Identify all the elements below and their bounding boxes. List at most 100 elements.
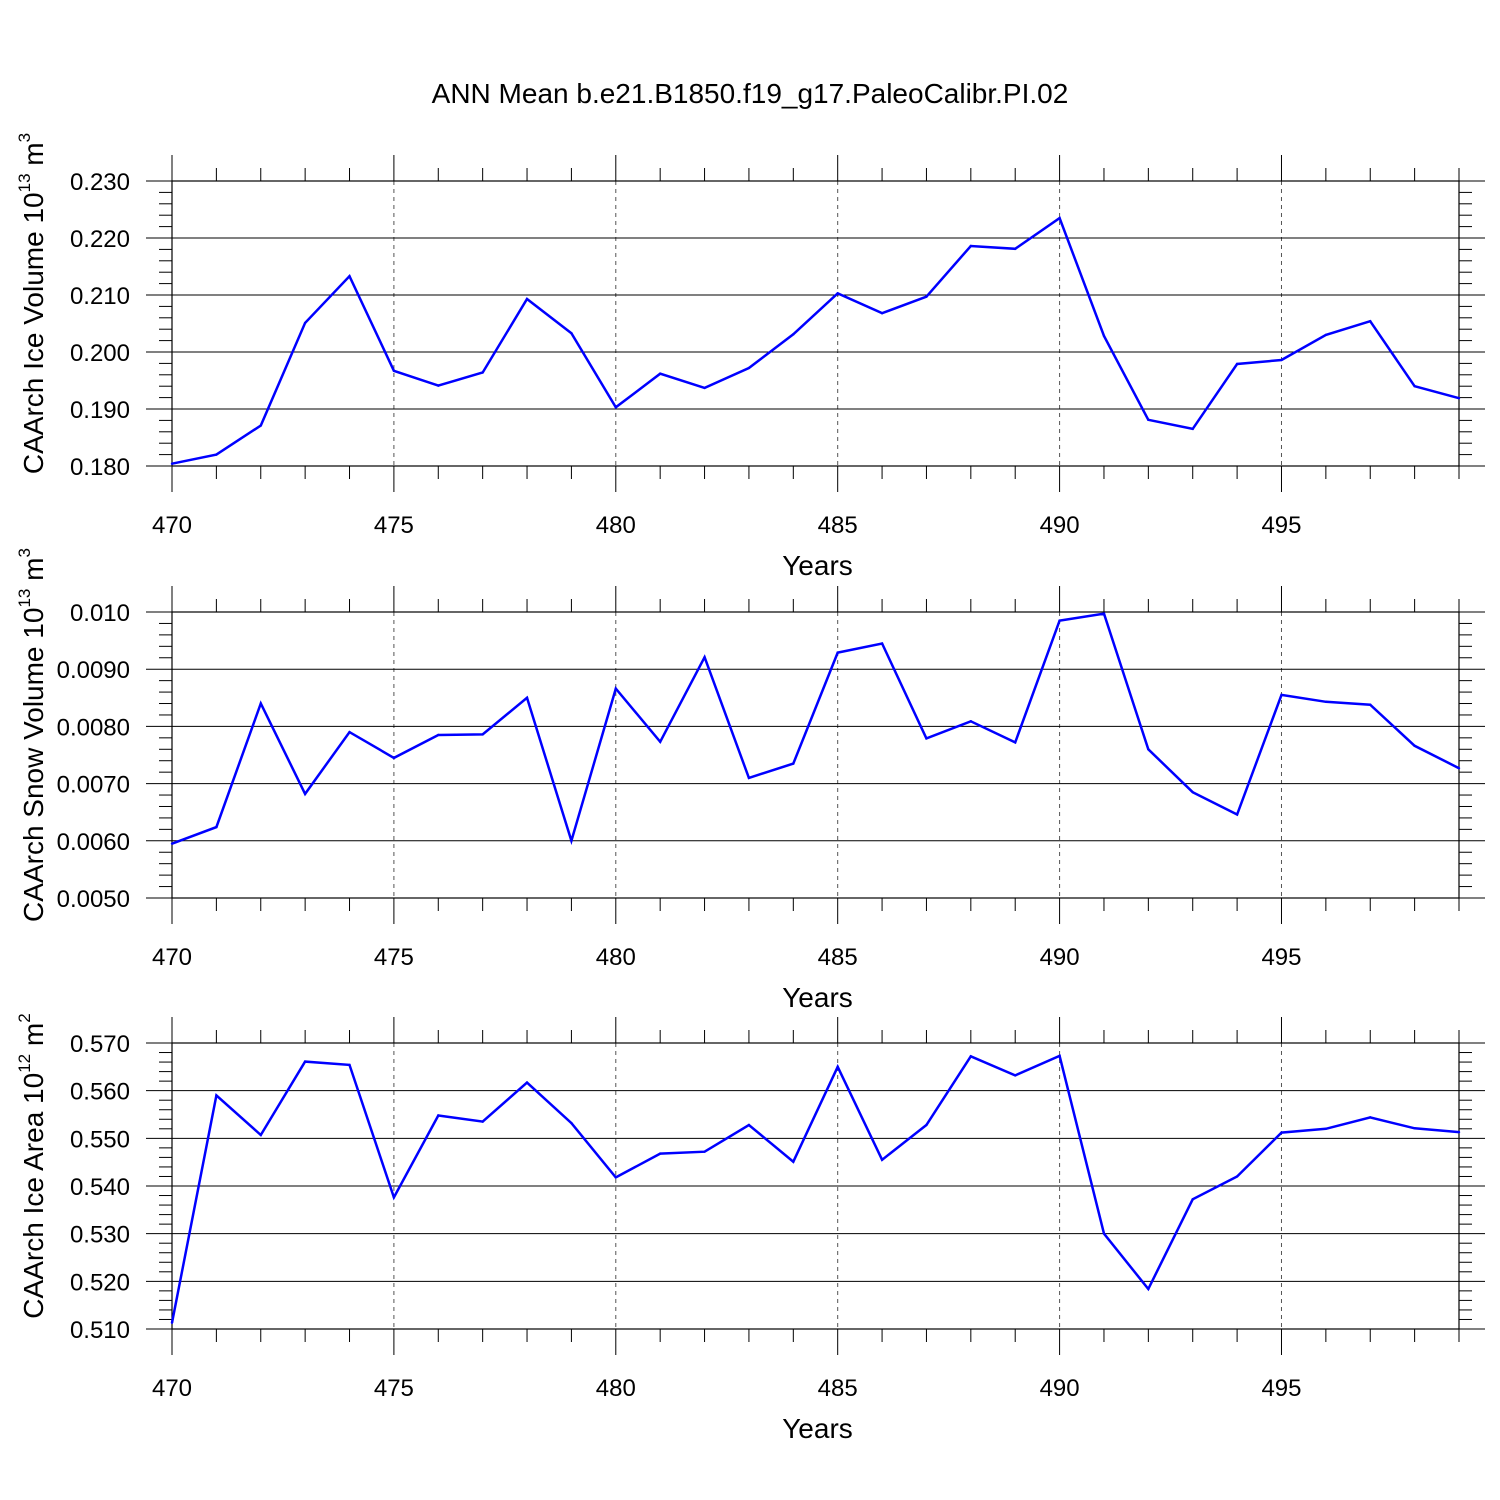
data-point — [1147, 1287, 1150, 1291]
x-tick-label: 480 — [596, 944, 636, 971]
y-axis-label-part: m — [18, 558, 49, 589]
y-axis-label-part: m — [18, 142, 49, 173]
data-point — [437, 384, 440, 387]
data-point — [1369, 703, 1372, 706]
y-axis-label-part: 10 — [18, 192, 49, 223]
x-tick-label: 495 — [1261, 944, 1301, 971]
y-tick-label: 0.190 — [70, 397, 130, 424]
data-point — [525, 1081, 529, 1084]
data-point — [836, 1065, 839, 1069]
data-point — [747, 1123, 751, 1127]
y-tick-label: 0.0070 — [57, 772, 130, 799]
y-axis-label-part: CAArch Ice Area — [18, 1104, 49, 1319]
data-point — [1235, 813, 1239, 816]
data-point — [747, 366, 751, 370]
data-point — [1058, 1054, 1061, 1058]
data-point — [1235, 1175, 1239, 1178]
data-point — [703, 655, 706, 659]
data-point — [1369, 1116, 1372, 1119]
x-tick-label: 490 — [1040, 944, 1080, 971]
y-tick-label: 0.230 — [70, 169, 130, 196]
data-point — [1014, 247, 1017, 251]
data-point — [969, 244, 973, 248]
data-point — [1191, 1198, 1194, 1201]
data-point — [658, 740, 662, 744]
x-axis-label: Years — [782, 982, 853, 1013]
y-tick-label: 0.520 — [70, 1269, 130, 1296]
data-point — [1280, 693, 1283, 697]
data-point — [658, 1152, 662, 1155]
data-point — [1324, 1127, 1328, 1131]
data-point — [1235, 362, 1239, 366]
y-axis-label-part: 13 — [15, 173, 34, 192]
data-point — [1457, 396, 1461, 400]
data-point — [570, 1121, 573, 1125]
y-tick-label: 0.010 — [70, 600, 130, 627]
x-tick-label: 490 — [1040, 1375, 1080, 1402]
data-point — [614, 687, 617, 690]
data-point — [1324, 333, 1328, 337]
data-point — [792, 333, 795, 336]
plot-frame — [171, 611, 1460, 899]
data-point — [570, 839, 573, 842]
data-point — [969, 720, 973, 723]
data-point — [880, 642, 884, 645]
series-line — [171, 216, 1460, 465]
data-point — [1413, 385, 1416, 388]
data-point — [1369, 320, 1372, 323]
data-point — [880, 1158, 884, 1161]
y-axis-label-part: m — [18, 1023, 49, 1054]
data-point — [259, 702, 262, 705]
data-point — [1280, 1131, 1283, 1134]
series-line — [170, 1054, 1460, 1324]
data-point — [481, 733, 484, 736]
data-point — [1280, 358, 1283, 362]
data-point — [658, 372, 662, 375]
y-axis-label-part: CAArch Snow Volume — [18, 639, 49, 922]
y-axis-label: CAArch Snow Volume 1013 m3 — [15, 548, 49, 922]
x-axis-label: Years — [782, 550, 853, 581]
y-tick-label: 0.540 — [70, 1174, 130, 1201]
y-axis-label-part: 3 — [15, 133, 34, 142]
data-point — [925, 1123, 928, 1127]
panel-3: 470 475 480 485 490 495 0.510 0.520 0.530 0.540 0.… — [15, 1013, 1485, 1444]
y-axis-label-part: 12 — [15, 1054, 34, 1073]
plot-frame — [171, 1042, 1460, 1330]
panel-2: 470 475 480 485 490 495 0.0050 0.0060 0.0070 0.00… — [15, 548, 1485, 1013]
data-point — [259, 1133, 262, 1137]
data-point — [170, 842, 174, 845]
y-tick-label: 0.0060 — [57, 829, 130, 856]
data-point — [392, 1196, 396, 1199]
data-point — [170, 462, 174, 465]
y-tick-label: 0.560 — [70, 1079, 130, 1106]
data-point — [1324, 700, 1328, 704]
y-tick-label: 0.0080 — [57, 714, 130, 741]
data-point — [570, 331, 573, 335]
x-tick-label: 470 — [152, 1375, 192, 1402]
data-point — [170, 1321, 174, 1325]
x-tick-label: 485 — [818, 944, 858, 971]
data-point — [792, 1160, 795, 1163]
data-point — [525, 297, 529, 301]
data-point — [481, 371, 484, 374]
x-axis-label: Years — [782, 1413, 853, 1444]
data-point — [1014, 1074, 1017, 1077]
data-point — [1102, 1232, 1106, 1235]
x-tick-label: 475 — [374, 1375, 414, 1402]
x-tick-label: 495 — [1261, 512, 1301, 539]
data-point — [1413, 1127, 1416, 1130]
y-tick-label: 0.570 — [70, 1031, 130, 1058]
data-point — [1102, 334, 1106, 338]
y-axis-label-part: 13 — [15, 589, 34, 608]
y-axis-label: CAArch Ice Volume 1013 m3 — [15, 133, 49, 474]
data-point — [481, 1120, 484, 1123]
data-point — [437, 733, 440, 737]
x-tick-label: 470 — [152, 944, 192, 971]
data-point — [1014, 741, 1017, 744]
y-axis-label-part: CAArch Ice Volume — [18, 224, 49, 475]
data-point — [836, 292, 839, 295]
data-point — [1058, 216, 1061, 220]
data-point — [703, 1150, 706, 1153]
x-tick-label: 480 — [596, 1375, 636, 1402]
